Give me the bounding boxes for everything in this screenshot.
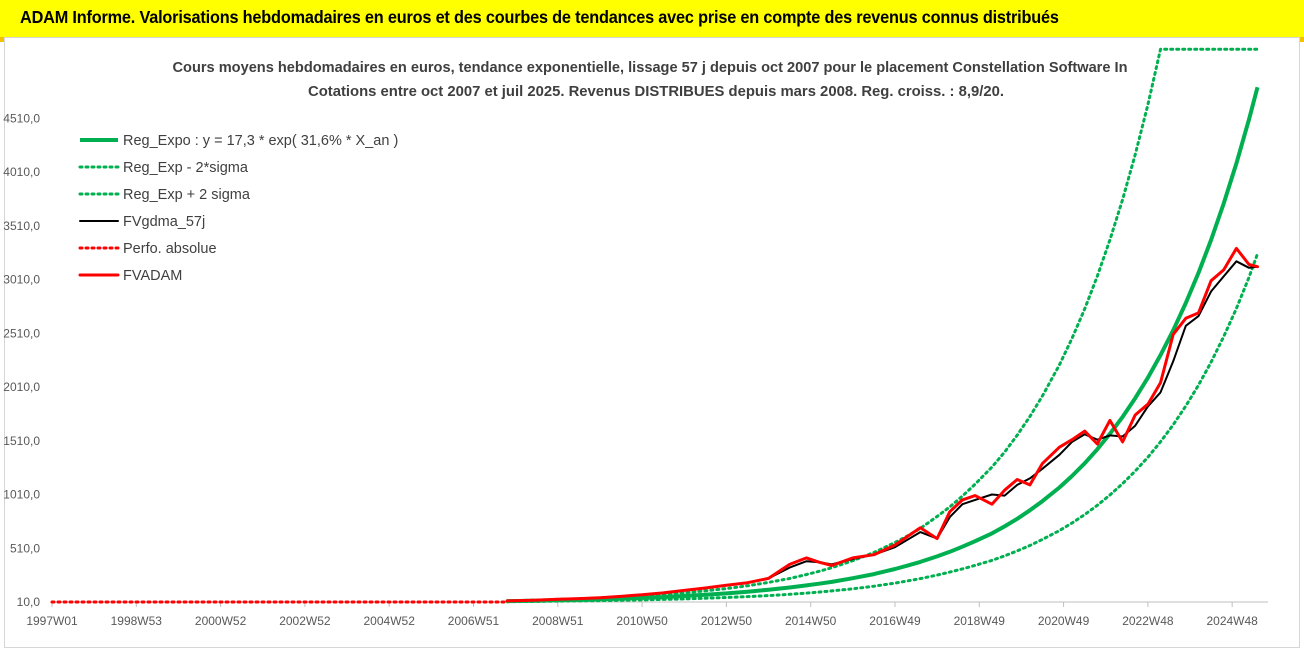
chart-area bbox=[4, 37, 1300, 648]
header-accent-right bbox=[1296, 37, 1304, 42]
x-tick-label: 2016W49 bbox=[869, 614, 921, 628]
x-tick-label: 2014W50 bbox=[785, 614, 837, 628]
x-tick-label: 2002W52 bbox=[279, 614, 331, 628]
axes: 10,0 510,0 1010,0 1510,0 2010,0 2510,0 3010,0 3… bbox=[3, 111, 1268, 628]
chart-title: Cours moyens hebdomadaires en euros, ten… bbox=[173, 60, 1128, 76]
y-tick-label: 3510,0 bbox=[3, 219, 40, 233]
legend-label: Reg_Exp + 2 sigma bbox=[123, 187, 251, 203]
x-tick-label: 2006W51 bbox=[448, 614, 500, 628]
x-tick-label: 2004W52 bbox=[364, 614, 416, 628]
legend-label: FVADAM bbox=[123, 268, 182, 284]
chart-subtitle: Cotations entre oct 2007 et juil 2025. R… bbox=[308, 84, 1004, 100]
series-line-fvadam bbox=[505, 246, 1259, 603]
y-tick-label: 4510,0 bbox=[3, 111, 40, 125]
x-tick-label: 2008W51 bbox=[532, 614, 584, 628]
x-tick-label: 2024W48 bbox=[1206, 614, 1258, 628]
legend-label: Perfo. absolue bbox=[123, 241, 217, 257]
x-tick-label: 1997W01 bbox=[26, 614, 78, 628]
series-line-reg-expo-y-17-3-exp-31-6-x-an bbox=[507, 86, 1260, 604]
y-tick-label: 2010,0 bbox=[3, 380, 40, 394]
y-tick-label: 1510,0 bbox=[3, 434, 40, 448]
y-tick-label: 510,0 bbox=[10, 541, 40, 555]
legend-label: Reg_Expo : y = 17,3 * exp( 31,6% * X_an … bbox=[123, 133, 398, 149]
x-tick-label: 2012W50 bbox=[701, 614, 753, 628]
x-tick-label: 1998W53 bbox=[111, 614, 163, 628]
y-tick-label: 10,0 bbox=[17, 595, 41, 609]
legend-label: FVgdma_57j bbox=[123, 214, 205, 230]
series-line-reg-exp-2-sigma bbox=[505, 47, 1259, 603]
y-tick-label: 3010,0 bbox=[3, 273, 40, 287]
x-tick-label: 2022W48 bbox=[1122, 614, 1174, 628]
report-header-bar: ADAM Informe. Valorisations hebdomadaire… bbox=[0, 0, 1304, 37]
series-line-reg-exp-2-sigma bbox=[505, 252, 1259, 604]
report-title: ADAM Informe. Valorisations hebdomadaire… bbox=[20, 7, 1059, 27]
x-tick-label: 2000W52 bbox=[195, 614, 247, 628]
y-tick-label: 1010,0 bbox=[3, 488, 40, 502]
series-group bbox=[50, 47, 1260, 604]
x-tick-label: 2020W49 bbox=[1038, 614, 1090, 628]
legend: Reg_Expo : y = 17,3 * exp( 31,6% * X_an … bbox=[78, 133, 398, 284]
y-tick-label: 4010,0 bbox=[3, 165, 40, 179]
x-tick-label: 2010W50 bbox=[616, 614, 668, 628]
legend-label: Reg_Exp - 2*sigma bbox=[123, 160, 249, 176]
x-tick-label: 2018W49 bbox=[954, 614, 1006, 628]
y-tick-label: 2510,0 bbox=[3, 326, 40, 340]
